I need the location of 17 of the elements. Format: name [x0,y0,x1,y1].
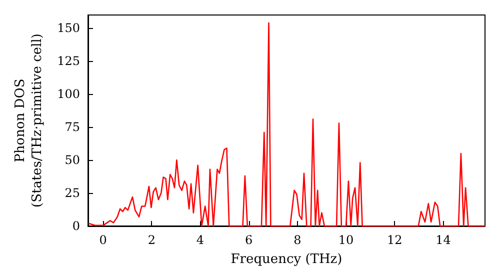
y-tick-label: 150 [57,21,80,36]
y-axis-title: Phonon DOS (States/THz·primitive cell) [13,33,45,208]
y-tick-label: 0 [72,219,80,233]
y-tick-label: 50 [64,153,80,168]
x-tick-label: 6 [245,233,253,247]
x-tick-label: 0 [99,233,107,247]
y-tick-label: 125 [57,54,80,68]
y-tick-label: 25 [64,186,80,200]
x-tick-label: 8 [294,233,302,247]
y-tick-label: 75 [64,120,80,134]
x-tick-label: 10 [338,233,354,247]
x-tick-label: 4 [196,233,204,247]
x-tick-label: 14 [436,233,452,247]
y-tick-label: 100 [57,87,80,102]
x-tick-label: 12 [386,233,402,247]
x-tick-label: 2 [148,233,156,247]
x-axis-title: Frequency (THz) [230,252,342,267]
